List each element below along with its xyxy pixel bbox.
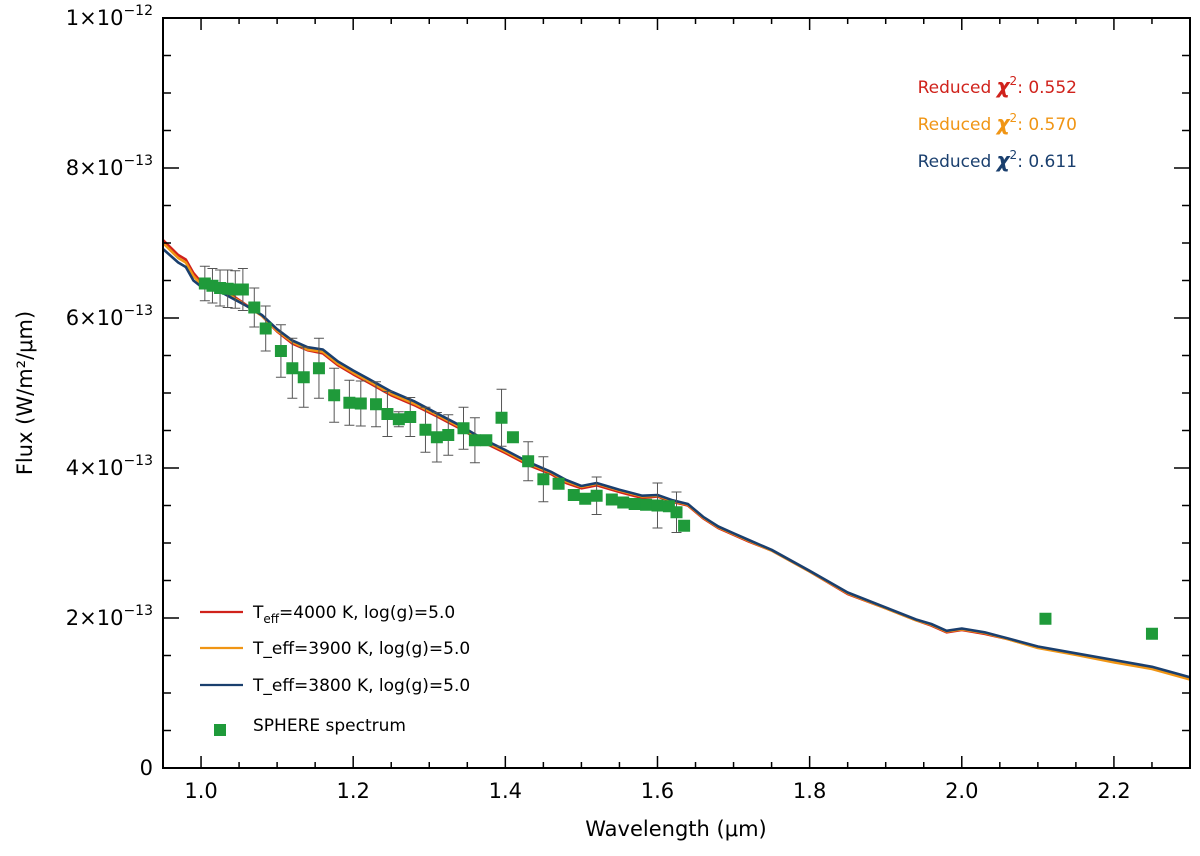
y-tick-label: 6×10−13 xyxy=(66,303,153,330)
data-point-20 xyxy=(430,431,443,444)
x-tick-label: 1.2 xyxy=(336,779,369,803)
x-tick-label: 1.6 xyxy=(641,779,674,803)
chi-square-label-1: Reduced χ2: 0.570 xyxy=(918,111,1077,135)
data-point-12 xyxy=(328,389,341,402)
axis-ticks xyxy=(163,17,1191,769)
data-point-39 xyxy=(670,506,683,519)
y-tick-label: 4×10−13 xyxy=(66,453,153,480)
data-point-23 xyxy=(468,434,481,447)
legend: Teff=4000 K, log(g)=5.0 T_eff=3900 K, log… xyxy=(200,603,470,736)
y-tick-label: 8×10−13 xyxy=(66,153,153,180)
data-point-22 xyxy=(457,422,470,435)
data-point-33 xyxy=(605,493,618,506)
y-tick-label: 1×10−12 xyxy=(66,3,153,30)
data-point-19 xyxy=(419,423,432,436)
data-point-27 xyxy=(522,455,535,468)
data-point-24 xyxy=(480,434,493,447)
data-point-34 xyxy=(617,496,630,509)
data-point-41 xyxy=(1039,612,1052,625)
data-point-25 xyxy=(495,411,508,424)
data-point-7 xyxy=(259,322,272,335)
y-tick-labels: 0 2×10−13 4×10−13 6×10−13 8×10−13 1×10−12 xyxy=(66,3,153,780)
data-point-21 xyxy=(442,429,455,441)
data-point-30 xyxy=(567,489,580,501)
data-point-28 xyxy=(537,473,550,486)
legend-point-marker xyxy=(214,724,226,736)
data-point-37 xyxy=(651,499,664,512)
data-point-14 xyxy=(354,397,367,410)
legend-label-2: T_eff=3800 K, log(g)=5.0 xyxy=(252,676,470,696)
data-point-10 xyxy=(297,371,310,384)
legend-label-0: Teff=4000 K, log(g)=5.0 xyxy=(252,603,455,626)
y-tick-label: 2×10−13 xyxy=(66,603,153,630)
data-point-18 xyxy=(404,411,417,423)
x-tick-labels: 1.0 1.2 1.4 1.6 1.8 2.0 2.2 xyxy=(184,779,1130,803)
x-tick-label: 2.2 xyxy=(1097,779,1130,803)
data-point-5 xyxy=(236,283,249,296)
data-point-16 xyxy=(381,408,394,420)
data-point-26 xyxy=(506,431,519,444)
legend-label-1: T_eff=3900 K, log(g)=5.0 xyxy=(252,639,470,659)
data-points xyxy=(198,277,1158,640)
data-point-9 xyxy=(286,362,299,375)
data-point-15 xyxy=(370,398,383,411)
data-point-31 xyxy=(579,492,592,505)
x-tick-label: 1.4 xyxy=(489,779,522,803)
x-axis-title: Wavelength (μm) xyxy=(585,817,766,841)
chi-square-label-0: Reduced χ2: 0.552 xyxy=(918,74,1077,98)
data-point-36 xyxy=(640,498,653,511)
error-bars xyxy=(199,265,1157,638)
chi-square-annotations: Reduced χ2: 0.552 Reduced χ2: 0.570 Reduce… xyxy=(918,74,1077,172)
data-point-11 xyxy=(312,362,325,375)
x-tick-label: 2.0 xyxy=(945,779,978,803)
data-point-8 xyxy=(274,345,287,357)
model-lines xyxy=(162,239,1191,681)
x-tick-label: 1.8 xyxy=(793,779,826,803)
y-axis-title: Flux (W/m²/μm) xyxy=(13,311,37,475)
series-line-2 xyxy=(162,248,1191,679)
data-point-6 xyxy=(248,301,261,314)
legend-label-points: SPHERE spectrum xyxy=(253,716,406,736)
y-tick-label: 0 xyxy=(140,756,153,780)
data-point-40 xyxy=(678,519,691,532)
data-point-32 xyxy=(590,489,603,502)
chi-square-label-2: Reduced χ2: 0.611 xyxy=(918,148,1077,172)
data-point-42 xyxy=(1145,627,1158,640)
data-point-35 xyxy=(628,498,641,510)
data-point-17 xyxy=(392,413,405,426)
x-tick-label: 1.0 xyxy=(184,779,217,803)
data-point-13 xyxy=(343,396,356,409)
data-point-29 xyxy=(552,477,565,490)
